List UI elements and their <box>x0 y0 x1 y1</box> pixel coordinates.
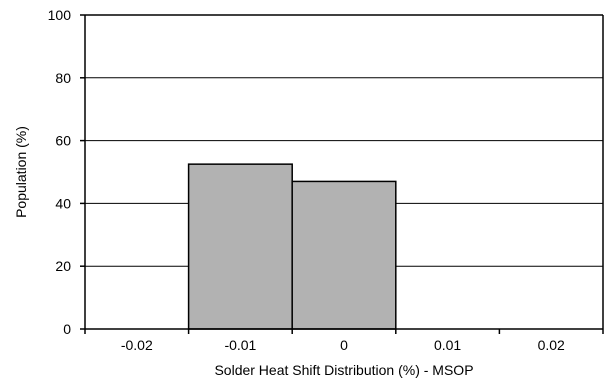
y-axis-title: Population (%) <box>13 126 29 218</box>
y-tick-label: 20 <box>55 258 71 274</box>
x-axis-title: Solder Heat Shift Distribution (%) - MSO… <box>214 362 473 378</box>
y-tick-label: 40 <box>55 195 71 211</box>
x-tick-label: 0.02 <box>538 337 565 353</box>
x-tick-labels: -0.02 -0.01 0 0.01 0.02 <box>121 337 565 353</box>
y-tick-label: 60 <box>55 133 71 149</box>
y-tick-label: 0 <box>63 321 71 337</box>
x-tick-label: -0.02 <box>121 337 153 353</box>
axes <box>80 14 604 334</box>
y-tick-labels: 0 20 40 60 80 100 <box>48 7 72 337</box>
x-tick-label: -0.01 <box>224 337 256 353</box>
bar--0.01 <box>187 163 293 330</box>
x-tick-label: 0.01 <box>434 337 461 353</box>
y-tick-label: 100 <box>48 7 72 23</box>
bars <box>187 163 397 330</box>
y-tick-label: 80 <box>55 70 71 86</box>
bar-0 <box>291 180 397 330</box>
x-tick-label: 0 <box>340 337 348 353</box>
